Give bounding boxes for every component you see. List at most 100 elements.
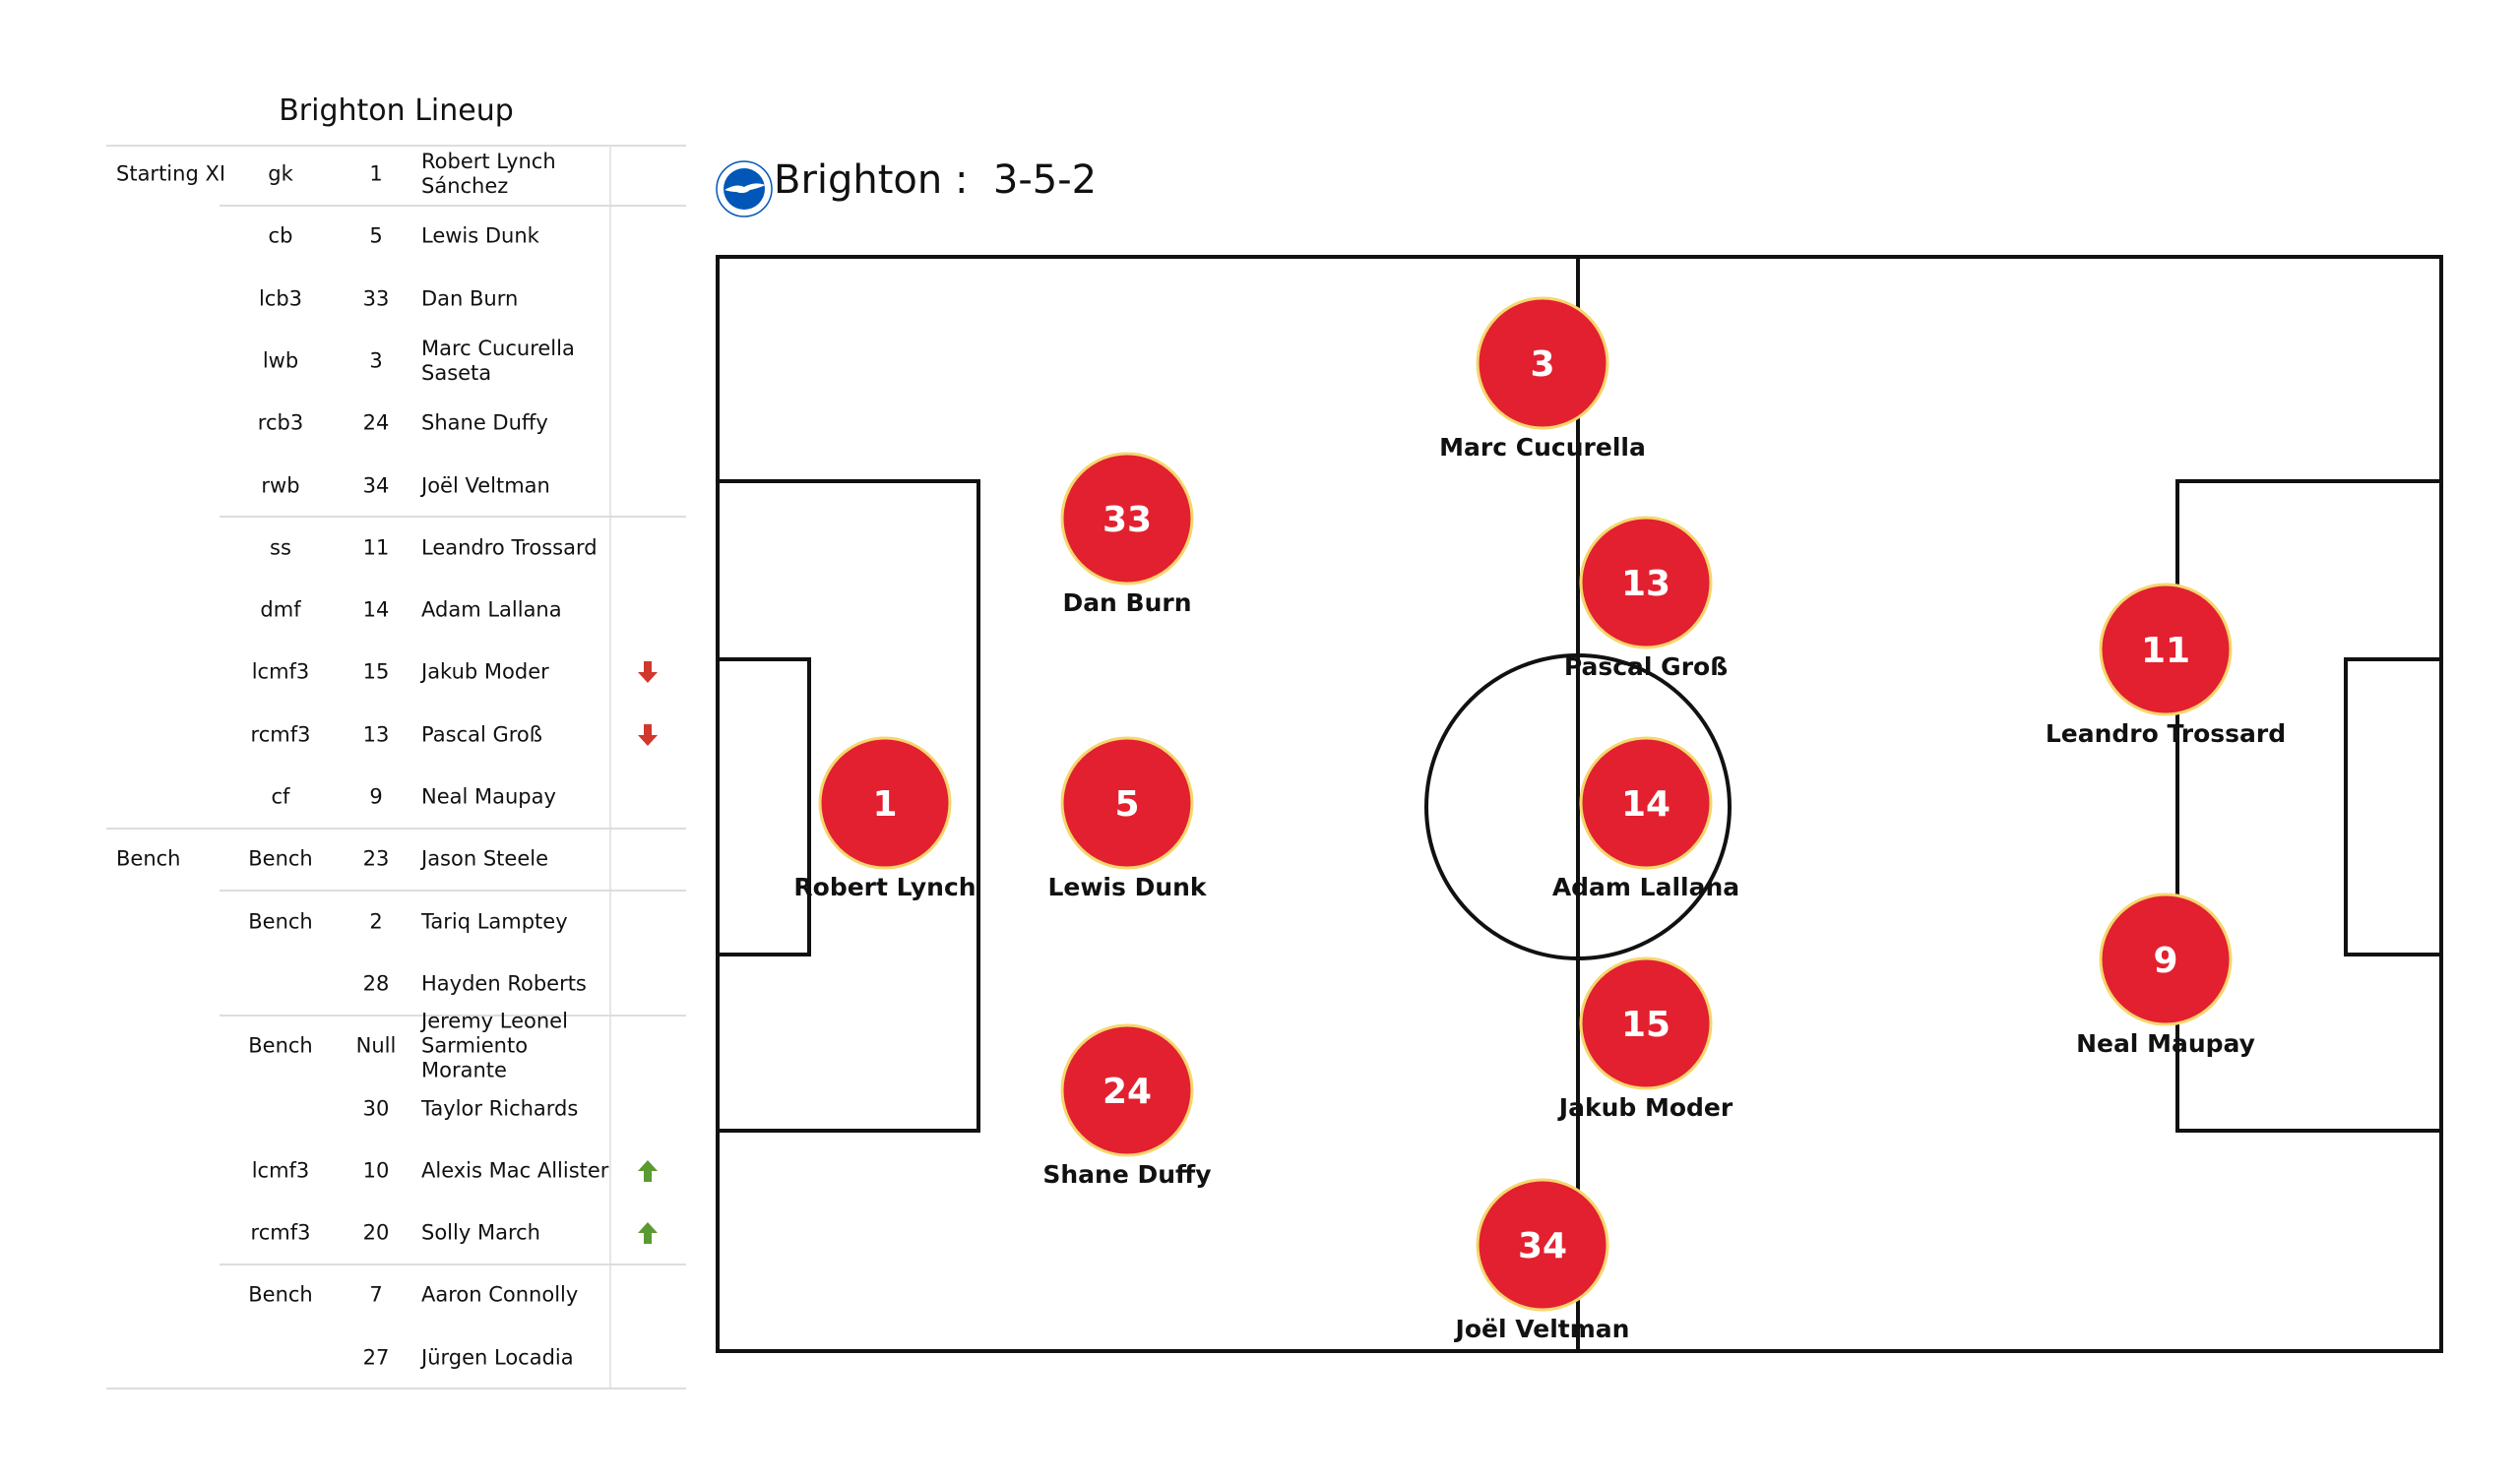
position: lcmf3 xyxy=(251,1158,310,1183)
position: Bench xyxy=(248,909,313,934)
player-name: Hayden Roberts xyxy=(421,971,587,996)
player-number: 13 xyxy=(1621,564,1670,604)
player-name: Jason Steele xyxy=(421,846,548,871)
shirt-number: 3 xyxy=(369,348,383,373)
shirt-number: 28 xyxy=(362,971,390,996)
player-name: Tariq Lamptey xyxy=(421,909,568,934)
player-name: Neal Maupay xyxy=(421,784,556,809)
shirt-number: 14 xyxy=(362,597,390,622)
player-number: 14 xyxy=(1621,784,1670,825)
shirt-number: 13 xyxy=(362,722,390,747)
player-name: Solly March xyxy=(421,1220,540,1245)
row-separator xyxy=(106,827,686,830)
center-circle xyxy=(1424,653,1732,960)
player-circle xyxy=(1476,296,1609,430)
player-number: 3 xyxy=(1530,344,1554,385)
player-circle xyxy=(1579,516,1713,649)
shirt-number: 11 xyxy=(362,535,390,560)
player-label: Neal Maupay xyxy=(2076,1029,2255,1058)
position: rcmf3 xyxy=(250,722,311,747)
player-name: Robert Lynch Sánchez xyxy=(421,150,556,198)
right-goal-area xyxy=(2344,657,2443,956)
position: lcb3 xyxy=(258,286,303,311)
player-label: Robert Lynch xyxy=(793,873,976,901)
shirt-number: 5 xyxy=(369,223,383,248)
player-number: 34 xyxy=(1518,1226,1567,1266)
player-circle xyxy=(1060,452,1194,586)
player-name: Dan Burn xyxy=(421,286,519,311)
player-name: Jeremy Leonel Sarmiento Morante xyxy=(421,1009,568,1082)
sub-on-arrow-up-icon xyxy=(638,1222,658,1245)
shirt-number: 30 xyxy=(362,1096,390,1120)
position: ss xyxy=(270,535,291,560)
pitch-title: Brighton : 3-5-2 xyxy=(774,157,1097,203)
group-label: Starting XI xyxy=(116,161,226,186)
player-label: Shane Duffy xyxy=(1042,1160,1211,1189)
player-marker: 11 Leandro Trossard xyxy=(2046,583,2286,748)
shirt-number: 23 xyxy=(362,846,390,871)
player-label: Pascal Groß xyxy=(1564,652,1728,681)
player-name: Lewis Dunk xyxy=(421,223,539,248)
player-number: 11 xyxy=(2141,631,2190,671)
shirt-number: 33 xyxy=(362,286,390,311)
player-label: Jakub Moder xyxy=(1557,1093,1733,1122)
player-number: 33 xyxy=(1102,500,1152,540)
player-label: Joël Veltman xyxy=(1454,1315,1630,1343)
left-goal-area xyxy=(716,657,811,956)
player-name: Pascal Groß xyxy=(421,722,542,747)
position: dmf xyxy=(260,597,301,622)
player-name: Joël Veltman xyxy=(421,473,550,497)
player-marker: 14 Adam Lallana xyxy=(1552,736,1739,901)
row-separator xyxy=(220,204,686,207)
player-marker: 3 Marc Cucurella xyxy=(1439,296,1646,462)
shirt-number: Null xyxy=(355,1033,397,1058)
row-separator xyxy=(220,516,686,519)
player-name: Shane Duffy xyxy=(421,410,548,435)
row-separator xyxy=(220,1014,686,1017)
player-name: Marc Cucurella Saseta xyxy=(421,336,575,385)
player-number: 9 xyxy=(2153,941,2177,981)
shirt-number: 20 xyxy=(362,1220,390,1245)
sub-off-arrow-down-icon xyxy=(638,723,658,746)
position: rwb xyxy=(261,473,300,497)
player-circle xyxy=(1476,1178,1609,1312)
position: lwb xyxy=(262,348,299,373)
player-number: 15 xyxy=(1621,1005,1670,1045)
formation: 3-5-2 xyxy=(992,157,1098,203)
player-marker: 9 Neal Maupay xyxy=(2076,893,2255,1058)
player-label: Dan Burn xyxy=(1062,588,1191,617)
shirt-number: 27 xyxy=(362,1345,390,1370)
position: rcmf3 xyxy=(250,1220,311,1245)
player-label: Leandro Trossard xyxy=(2046,719,2286,748)
brighton-crest-logo xyxy=(716,160,773,217)
player-label: Marc Cucurella xyxy=(1439,433,1646,462)
player-number: 5 xyxy=(1114,784,1139,825)
player-circle xyxy=(1060,736,1194,870)
player-marker: 1 Robert Lynch xyxy=(793,736,976,901)
table-column-divider xyxy=(609,146,611,1388)
sub-on-arrow-up-icon xyxy=(638,1159,658,1182)
shirt-number: 10 xyxy=(362,1158,390,1183)
player-name: Taylor Richards xyxy=(421,1096,579,1120)
shirt-number: 1 xyxy=(369,161,383,186)
player-label: Lewis Dunk xyxy=(1047,873,1207,901)
title-separator: : xyxy=(954,157,969,203)
player-circle xyxy=(1579,956,1713,1090)
position: Bench xyxy=(248,1282,313,1307)
player-circle xyxy=(2099,893,2233,1026)
shirt-number: 24 xyxy=(362,410,390,435)
shirt-number: 2 xyxy=(369,909,383,934)
position: Bench xyxy=(248,846,313,871)
player-name: Jürgen Locadia xyxy=(421,1345,574,1370)
player-name: Aaron Connolly xyxy=(421,1282,579,1307)
position: cf xyxy=(271,784,290,809)
player-name: Alexis Mac Allister xyxy=(421,1158,609,1183)
player-name: Jakub Moder xyxy=(421,659,549,684)
position: Bench xyxy=(248,1033,313,1058)
position: lcmf3 xyxy=(251,659,310,684)
row-separator xyxy=(220,1263,686,1265)
position: gk xyxy=(268,161,293,186)
player-circle xyxy=(2099,583,2233,716)
row-separator xyxy=(220,889,686,892)
